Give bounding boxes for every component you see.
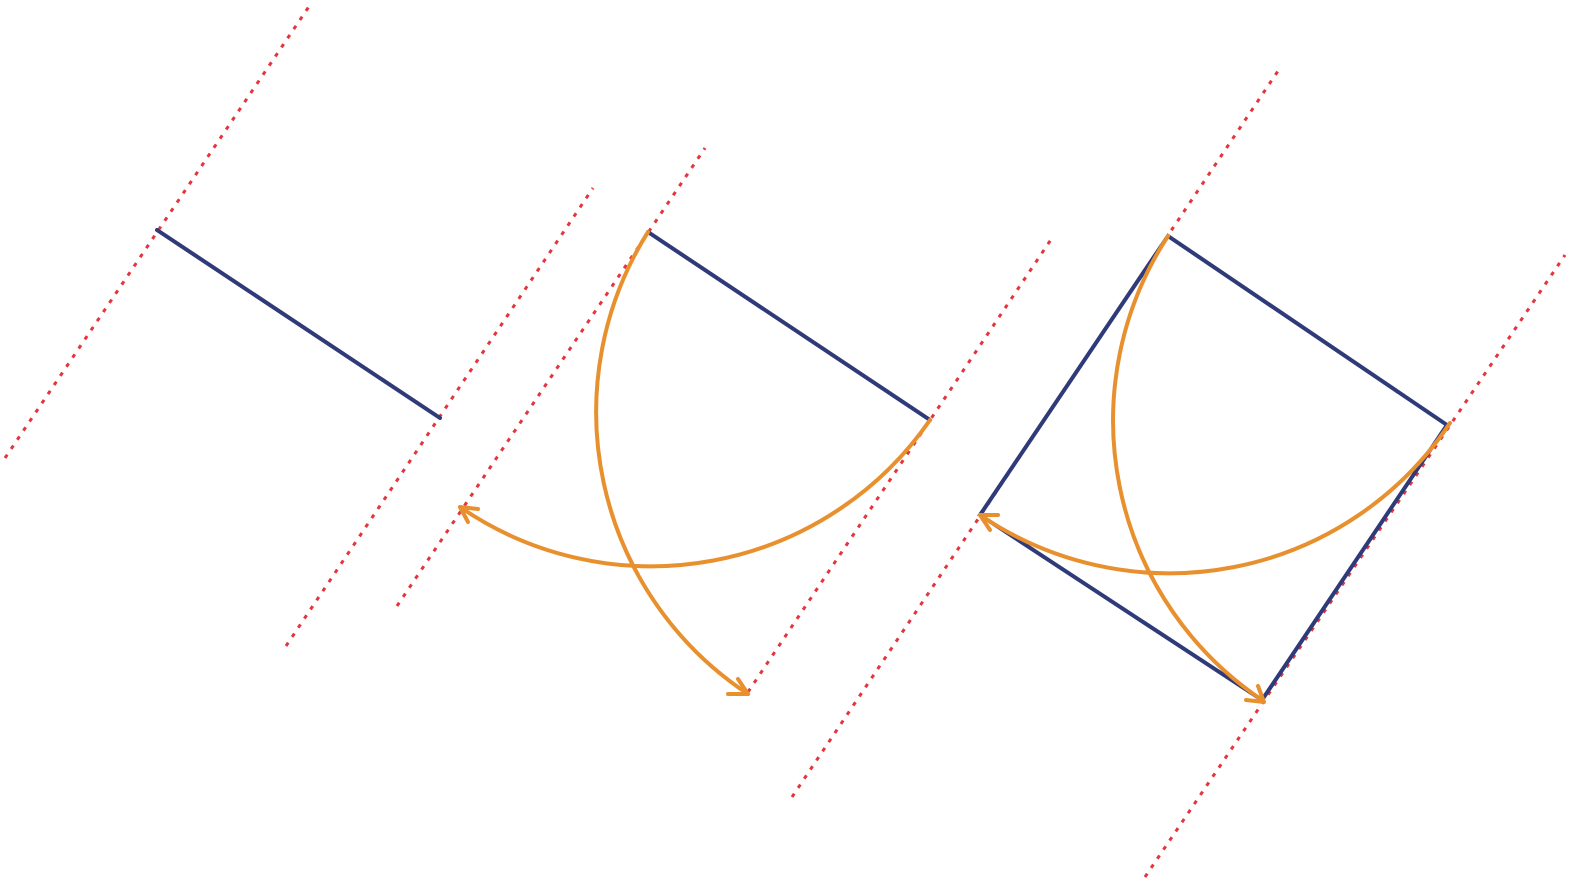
rotation-arc	[978, 421, 1452, 576]
guide-line	[395, 147, 707, 607]
rotation-arc	[458, 418, 932, 569]
guide-line	[3, 1, 314, 459]
guide-line	[746, 237, 1054, 693]
panel-1	[3, 1, 595, 647]
arrowhead	[978, 513, 1000, 532]
panel-2	[395, 147, 1054, 696]
guide-line	[1143, 254, 1567, 878]
arrowhead	[458, 505, 480, 524]
arrowhead	[1244, 684, 1266, 704]
segment	[155, 228, 442, 420]
panel-3	[790, 67, 1567, 878]
guide-line	[790, 67, 1282, 798]
rotation-arc	[1111, 234, 1264, 702]
rotation-arc	[594, 230, 750, 696]
arrowhead	[726, 677, 750, 696]
segment	[646, 230, 932, 422]
square	[977, 233, 1450, 703]
